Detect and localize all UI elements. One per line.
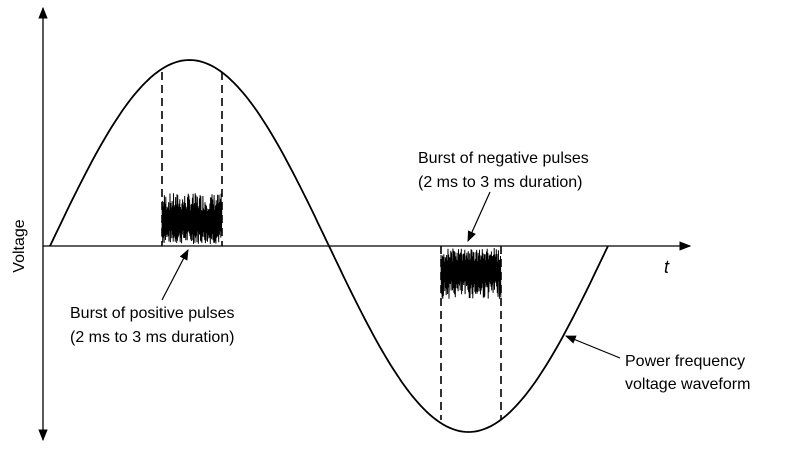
- label: (2 ms to 3 ms duration): [70, 329, 235, 346]
- label: (2 ms to 3 ms duration): [418, 174, 583, 191]
- x-axis-label: t: [664, 257, 670, 277]
- label: voltage waveform: [625, 376, 750, 393]
- y-axis-label: Voltage: [11, 219, 28, 272]
- positive-burst: [161, 193, 223, 244]
- waveform: [49, 59, 609, 433]
- label: Burst of negative pulses: [418, 150, 589, 167]
- label: Burst of positive pulses: [70, 305, 235, 322]
- pointer-arrows: [161, 191, 621, 359]
- negative-burst: [440, 247, 502, 299]
- label: Power frequency: [625, 353, 745, 370]
